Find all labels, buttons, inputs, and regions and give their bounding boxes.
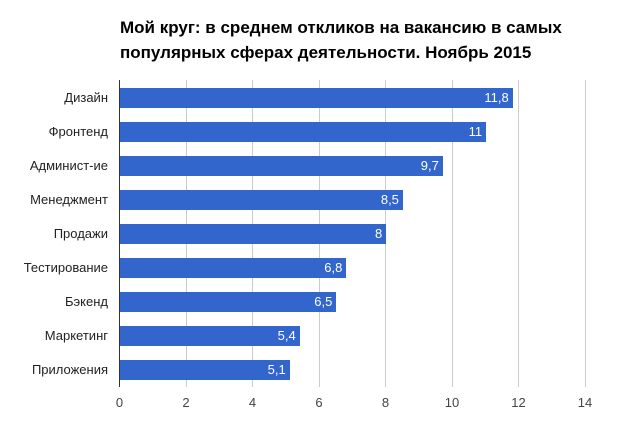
- bar-value-label: 11,8: [484, 90, 509, 105]
- category-label: Тестирование: [23, 260, 108, 275]
- bar-value-label: 6,5: [314, 294, 333, 309]
- bar-value-label: 6,8: [324, 260, 343, 275]
- bar-value-label: 5,1: [267, 362, 286, 377]
- category-label: Фронтенд: [48, 124, 108, 139]
- category-label: Маркетинг: [44, 328, 108, 343]
- bar[interactable]: 8,5: [120, 190, 403, 210]
- category-label: Админист-ие: [29, 158, 108, 173]
- bar-value-label: 11: [468, 124, 483, 139]
- y-axis-line: [119, 80, 120, 387]
- x-tick-label: 12: [511, 395, 526, 410]
- x-tick-label: 10: [444, 395, 460, 410]
- category-label: Бэкенд: [65, 294, 108, 309]
- bar[interactable]: 8: [120, 224, 387, 244]
- gridline: [584, 80, 586, 387]
- category-label: Приложения: [31, 362, 108, 377]
- bar[interactable]: 5,1: [120, 360, 290, 380]
- category-label: Дизайн: [64, 90, 108, 105]
- x-tick-label: 0: [115, 395, 124, 410]
- plot-area: 11,8 11 9,7 8,5 8 6,8 6,5 5,4 5,1: [119, 80, 586, 387]
- category-label: Продажи: [53, 226, 108, 241]
- bar[interactable]: 6,8: [120, 258, 347, 278]
- gridline: [451, 80, 453, 387]
- gridline: [518, 80, 519, 387]
- bar-value-label: 5,4: [277, 328, 296, 343]
- x-tick-label: 6: [315, 395, 323, 410]
- bar-value-label: 8: [375, 226, 383, 241]
- x-tick-label: 14: [577, 395, 593, 410]
- bar[interactable]: 11,8: [120, 88, 513, 108]
- bar-value-label: 9,7: [420, 158, 439, 173]
- chart-title-line-2: популярных сферах деятельности. Ноябрь 2…: [120, 43, 532, 62]
- x-tick-label: 2: [182, 395, 190, 410]
- bar[interactable]: 11: [120, 122, 487, 142]
- x-tick-label: 4: [248, 395, 257, 410]
- bar[interactable]: 5,4: [120, 326, 300, 346]
- category-label: Менеджмент: [30, 192, 108, 207]
- bar-value-label: 8,5: [380, 192, 399, 207]
- bar[interactable]: 9,7: [120, 156, 443, 176]
- chart-title: Мой круг: в среднем откликов на вакансию…: [120, 15, 600, 65]
- bar[interactable]: 6,5: [120, 292, 337, 312]
- x-tick-label: 8: [381, 395, 390, 410]
- chart-title-line-1: Мой круг: в среднем откликов на вакансию…: [120, 18, 562, 37]
